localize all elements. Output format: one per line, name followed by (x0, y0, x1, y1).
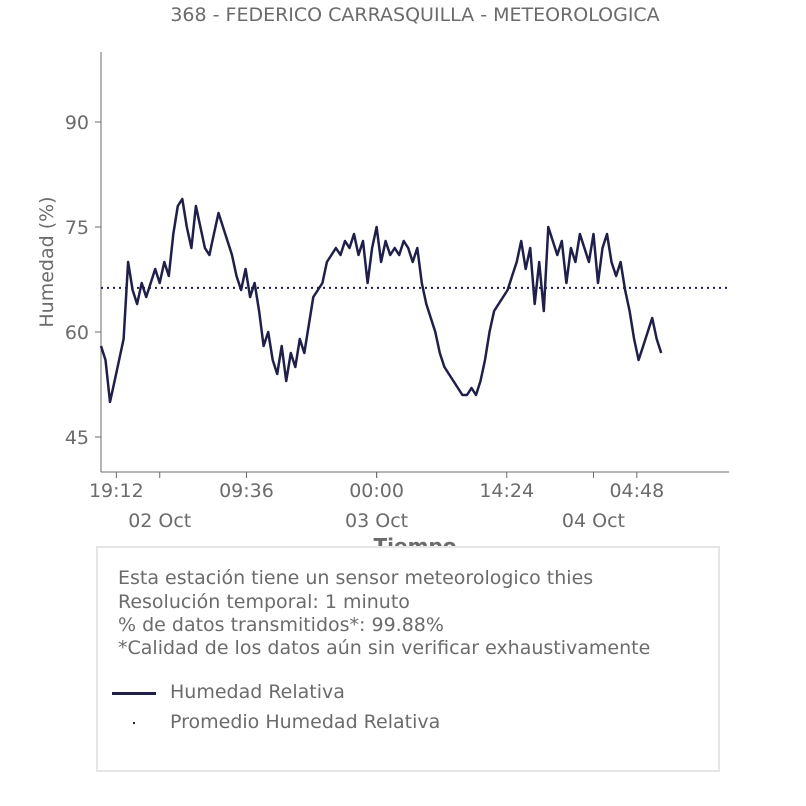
legend-line-swatch (112, 692, 156, 695)
chart-title: 368 - FEDERICO CARRASQUILLA - METEOROLOG… (170, 4, 659, 26)
x-tick-label-time: 04:48 (609, 480, 664, 502)
legend-dot-swatch (133, 722, 135, 724)
y-tick-label: 60 (65, 322, 89, 344)
x-tick-label-time: 14:24 (479, 480, 534, 502)
humidity-series-line (99, 197, 663, 404)
legend-info-box: Esta estación tiene un sensor meteorolog… (96, 546, 720, 772)
info-transmitted-text: % de datos transmitidos*: 99.88% (118, 614, 444, 636)
y-tick-label: 90 (65, 112, 89, 134)
info-quality-note: *Calidad de los datos aún sin verificar … (118, 637, 651, 659)
legend-humidity-label: Humedad Relativa (170, 681, 345, 703)
x-tick-label-date: 02 Oct (128, 510, 191, 532)
x-tick-label-time: 00:00 (349, 480, 404, 502)
y-tick-label: 45 (65, 427, 89, 449)
x-tick-label-time: 19:12 (89, 480, 144, 502)
x-tick-label-date: 04 Oct (562, 510, 625, 532)
info-resolution-text: Resolución temporal: 1 minuto (118, 591, 410, 613)
axes: 45 60 75 90 19:12 09:36 00:00 14:24 04:48 02 Oct 0… (65, 52, 729, 532)
x-tick-label-time: 09:36 (219, 480, 274, 502)
info-sensor-text: Esta estación tiene un sensor meteorolog… (118, 567, 594, 589)
x-tick-label-date: 03 Oct (345, 510, 408, 532)
series-layer (99, 197, 729, 404)
y-tick-label: 75 (65, 217, 89, 239)
legend-mean-label: Promedio Humedad Relativa (170, 711, 441, 733)
y-axis-label: Humedad (%) (36, 196, 58, 327)
